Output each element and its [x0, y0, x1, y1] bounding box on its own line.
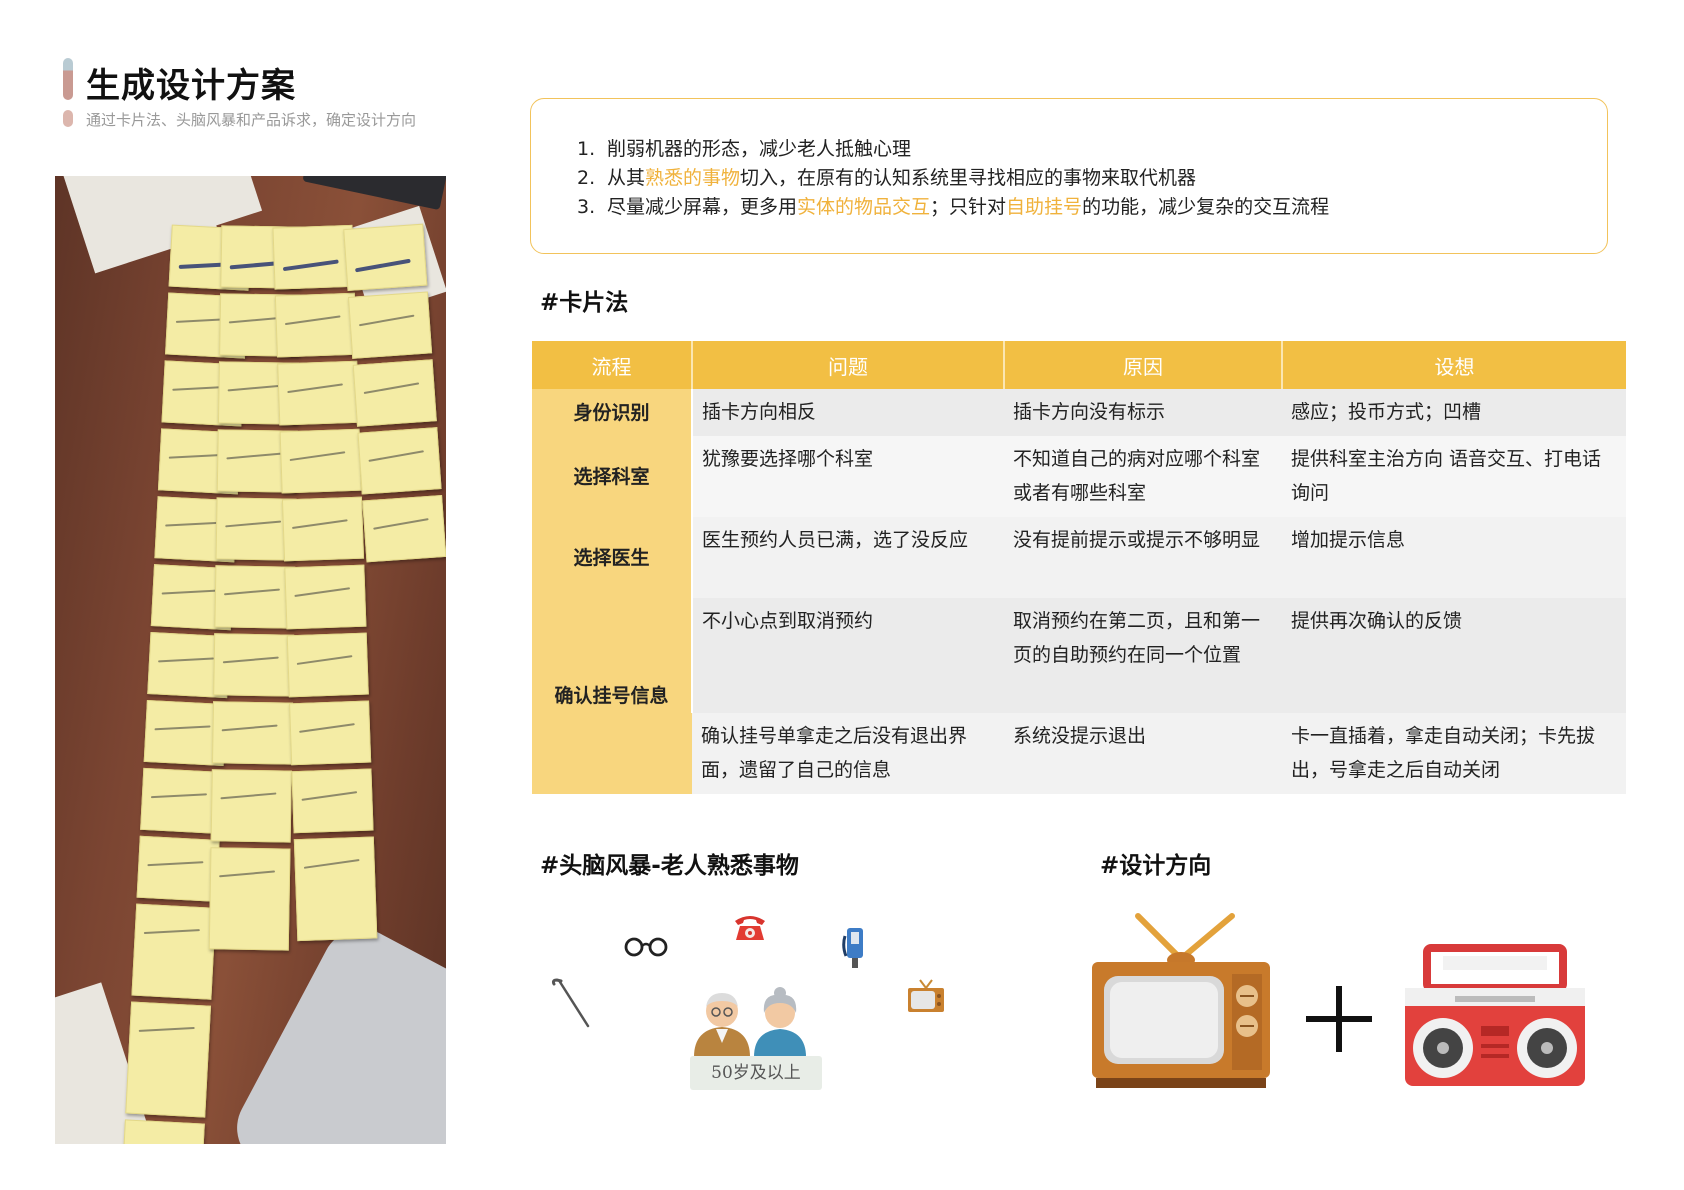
retro-tv-icon: [1092, 913, 1270, 1088]
cause-cell: 取消预约在第二页，且和第一页的自助预约在同一个位置: [1004, 598, 1282, 713]
table-row: 确认挂号单拿走之后没有退出界面，遗留了自己的信息 系统没提示退出 卡一直插着，拿…: [532, 713, 1626, 794]
problem-cell: 不小心点到取消预约: [691, 598, 1004, 713]
column-header-cause: 原因: [1004, 341, 1283, 389]
card-method-heading: #卡片法: [540, 290, 629, 316]
cause-cell: 不知道自己的病对应哪个科室或者有哪些科室: [1004, 436, 1282, 517]
principle-item: 2. 从其熟悉的事物切入，在原有的认知系统里寻找相应的事物来取代机器: [577, 164, 1329, 193]
cane-icon: [551, 978, 590, 1028]
sticky-note: [279, 428, 362, 494]
idea-cell: 提供科室主治方向 语音交互、打电话询问: [1282, 436, 1626, 517]
glasses-icon: [624, 937, 668, 957]
column-header-flow: 流程: [532, 341, 693, 389]
problem-cell: 插卡方向相反: [691, 389, 1004, 436]
idea-cell: 提供再次确认的反馈: [1282, 598, 1626, 713]
principle-text: 尽量减少屏幕，更多用: [607, 196, 798, 218]
sticky-note: [213, 633, 295, 697]
principle-number: 1.: [577, 138, 596, 160]
sticky-note: [352, 359, 437, 427]
photo-keyboard: [302, 176, 446, 211]
sticky-note: [291, 768, 374, 834]
principle-number: 3.: [577, 196, 596, 218]
flow-cell: 身份识别: [532, 389, 692, 436]
column-header-idea: 设想: [1282, 341, 1626, 389]
highlighted-phrase: 熟悉的事物: [645, 167, 741, 189]
page-title: 生成设计方案: [86, 66, 296, 106]
design-principles-box: 1. 削弱机器的形态，减少老人抵触心理 2. 从其熟悉的事物切入，在原有的认知系统里寻…: [530, 98, 1608, 254]
problem-cell: 犹豫要选择哪个科室: [691, 436, 1004, 517]
page-subtitle: 通过卡片法、头脑风暴和产品诉求，确定设计方向: [86, 111, 417, 129]
idea-cell: 卡一直插着，拿走自动关闭；卡先拔出，号拿走之后自动关闭: [1282, 713, 1626, 794]
age-label: 50岁及以上: [690, 1056, 822, 1090]
plus-icon: [1306, 986, 1372, 1052]
sticky-note: [343, 223, 428, 292]
sticky-note: [289, 700, 372, 766]
problem-cell: 医生预约人员已满，选了没反应: [691, 517, 1004, 598]
highlighted-phrase: 自助挂号: [1006, 196, 1083, 218]
table-header-row: 流程 问题 原因 设想: [532, 341, 1626, 389]
sticky-note: [214, 565, 296, 629]
title-accent-bar: [63, 58, 73, 100]
flow-cell: 选择医生: [532, 517, 692, 598]
principles-list: 1. 削弱机器的形态，减少老人抵触心理 2. 从其熟悉的事物切入，在原有的认知系统里寻…: [577, 135, 1329, 222]
table-row: 身份识别 插卡方向相反 插卡方向没有标示 感应；投币方式；凹槽: [532, 389, 1626, 436]
principle-number: 2.: [577, 167, 596, 189]
sticky-note: [136, 835, 220, 902]
principle-text: 切入，在原有的认知系统里寻找相应的事物来取代机器: [740, 167, 1197, 189]
card-method-table: 流程 问题 原因 设想 身份识别 插卡方向相反 插卡方向没有标示 感应；投币方式…: [532, 341, 1626, 794]
principle-item: 3. 尽量减少屏幕，更多用实体的物品交互；只针对自助挂号的功能，减少复杂的交互流程: [577, 193, 1329, 222]
small-tv-icon: [908, 979, 944, 1012]
sticky-note: [293, 836, 378, 942]
sticky-notes-photo: [55, 176, 446, 1144]
subtitle-accent-bar: [63, 110, 73, 127]
sticky-note: [118, 1119, 205, 1144]
cause-cell: 系统没提示退出: [1004, 713, 1282, 794]
sticky-note: [357, 427, 442, 495]
highlighted-phrase: 实体的物品交互: [797, 196, 931, 218]
column-header-problem: 问题: [692, 341, 1005, 389]
cause-cell: 插卡方向没有标示: [1004, 389, 1282, 436]
sticky-note: [272, 224, 355, 290]
radio-icon: [1405, 944, 1585, 1086]
idea-cell: 增加提示信息: [1282, 517, 1626, 598]
telephone-icon: [735, 916, 765, 940]
sticky-note: [362, 494, 446, 563]
elderly-couple-icon: [694, 987, 806, 1057]
brainstorm-heading: #头脑风暴-老人熟悉事物: [540, 853, 799, 879]
table-row: 确认挂号信息 不小心点到取消预约 取消预约在第二页，且和第一页的自助预约在同一个…: [532, 598, 1626, 794]
sticky-note: [286, 632, 369, 698]
sticky-note: [277, 360, 360, 426]
sticky-note: [211, 701, 294, 765]
principle-text: 从其: [607, 167, 646, 189]
sticky-note: [347, 291, 433, 359]
payphone-icon: [842, 928, 863, 968]
design-direction-heading: #设计方向: [1100, 853, 1212, 879]
sticky-note: [281, 496, 365, 562]
flow-cell: 选择科室: [532, 436, 692, 517]
sticky-note: [125, 1001, 212, 1118]
sticky-note: [131, 903, 217, 1000]
table-row: 选择科室 犹豫要选择哪个科室 不知道自己的病对应哪个科室或者有哪些科室 提供科室…: [532, 436, 1626, 517]
sticky-note: [210, 769, 292, 843]
sticky-note: [208, 847, 291, 951]
problem-cell: 确认挂号单拿走之后没有退出界面，遗留了自己的信息: [692, 713, 1004, 794]
principle-text: 的功能，减少复杂的交互流程: [1082, 196, 1330, 218]
principle-text: 削弱机器的形态，减少老人抵触心理: [607, 138, 912, 160]
principle-text: ；只针对: [930, 196, 1007, 218]
table-row: 选择医生 医生预约人员已满，选了没反应 没有提前提示或提示不够明显 增加提示信息: [532, 517, 1626, 598]
principle-item: 1. 削弱机器的形态，减少老人抵触心理: [577, 135, 1329, 164]
idea-cell: 感应；投币方式；凹槽: [1282, 389, 1626, 436]
cause-cell: 没有提前提示或提示不够明显: [1004, 517, 1282, 598]
sticky-note: [274, 292, 357, 358]
sticky-note: [284, 564, 367, 630]
flow-cell: 确认挂号信息: [532, 598, 692, 794]
